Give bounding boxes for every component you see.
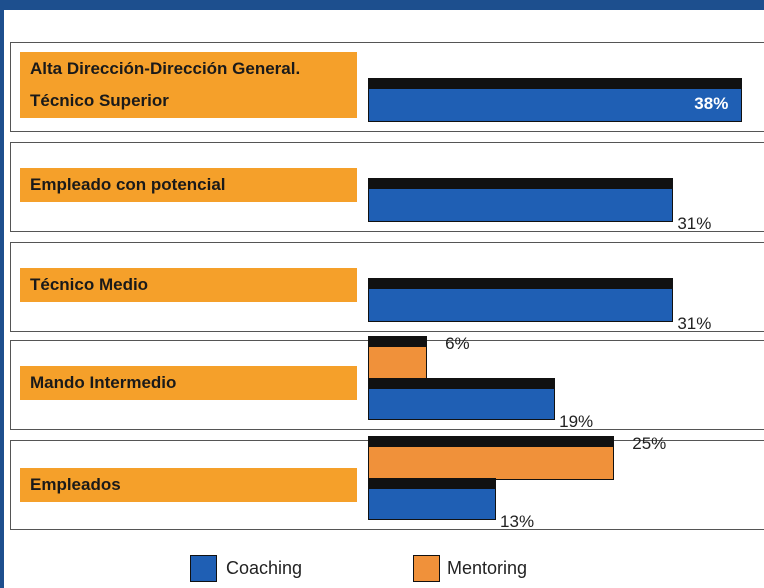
legend-swatch bbox=[190, 555, 217, 582]
bar-shadow bbox=[368, 336, 428, 348]
bar bbox=[368, 446, 615, 480]
bar bbox=[368, 88, 743, 122]
value-label: 13% bbox=[500, 512, 535, 531]
header-band bbox=[0, 0, 764, 10]
bar bbox=[368, 346, 428, 380]
category-label: Técnico Medio bbox=[20, 268, 357, 302]
value-label: 38% bbox=[694, 94, 729, 113]
bar bbox=[368, 488, 497, 520]
value-label: 31% bbox=[677, 214, 712, 233]
legend-label: Coaching bbox=[226, 558, 303, 578]
bar bbox=[368, 188, 674, 222]
category-label: Alta Dirección-Dirección General. Técnic… bbox=[20, 52, 357, 118]
category-label: Empleados bbox=[20, 468, 357, 502]
legend-label: Mentoring bbox=[447, 558, 528, 578]
category-label: Mando Intermedio bbox=[20, 366, 357, 400]
value-label: 31% bbox=[677, 314, 712, 333]
bar bbox=[368, 388, 556, 420]
bar-shadow bbox=[368, 436, 615, 448]
value-label: 19% bbox=[559, 412, 594, 431]
bar-shadow bbox=[368, 178, 674, 190]
bar-shadow bbox=[368, 278, 674, 290]
category-label: Empleado con potencial bbox=[20, 168, 357, 202]
legend-swatch bbox=[413, 555, 440, 582]
left-border bbox=[0, 10, 4, 588]
bar bbox=[368, 288, 674, 322]
bar-shadow bbox=[368, 78, 743, 90]
value-label: 6% bbox=[445, 334, 470, 353]
bar-shadow bbox=[368, 378, 556, 390]
value-label: 25% bbox=[632, 434, 667, 453]
bar-shadow bbox=[368, 478, 497, 490]
